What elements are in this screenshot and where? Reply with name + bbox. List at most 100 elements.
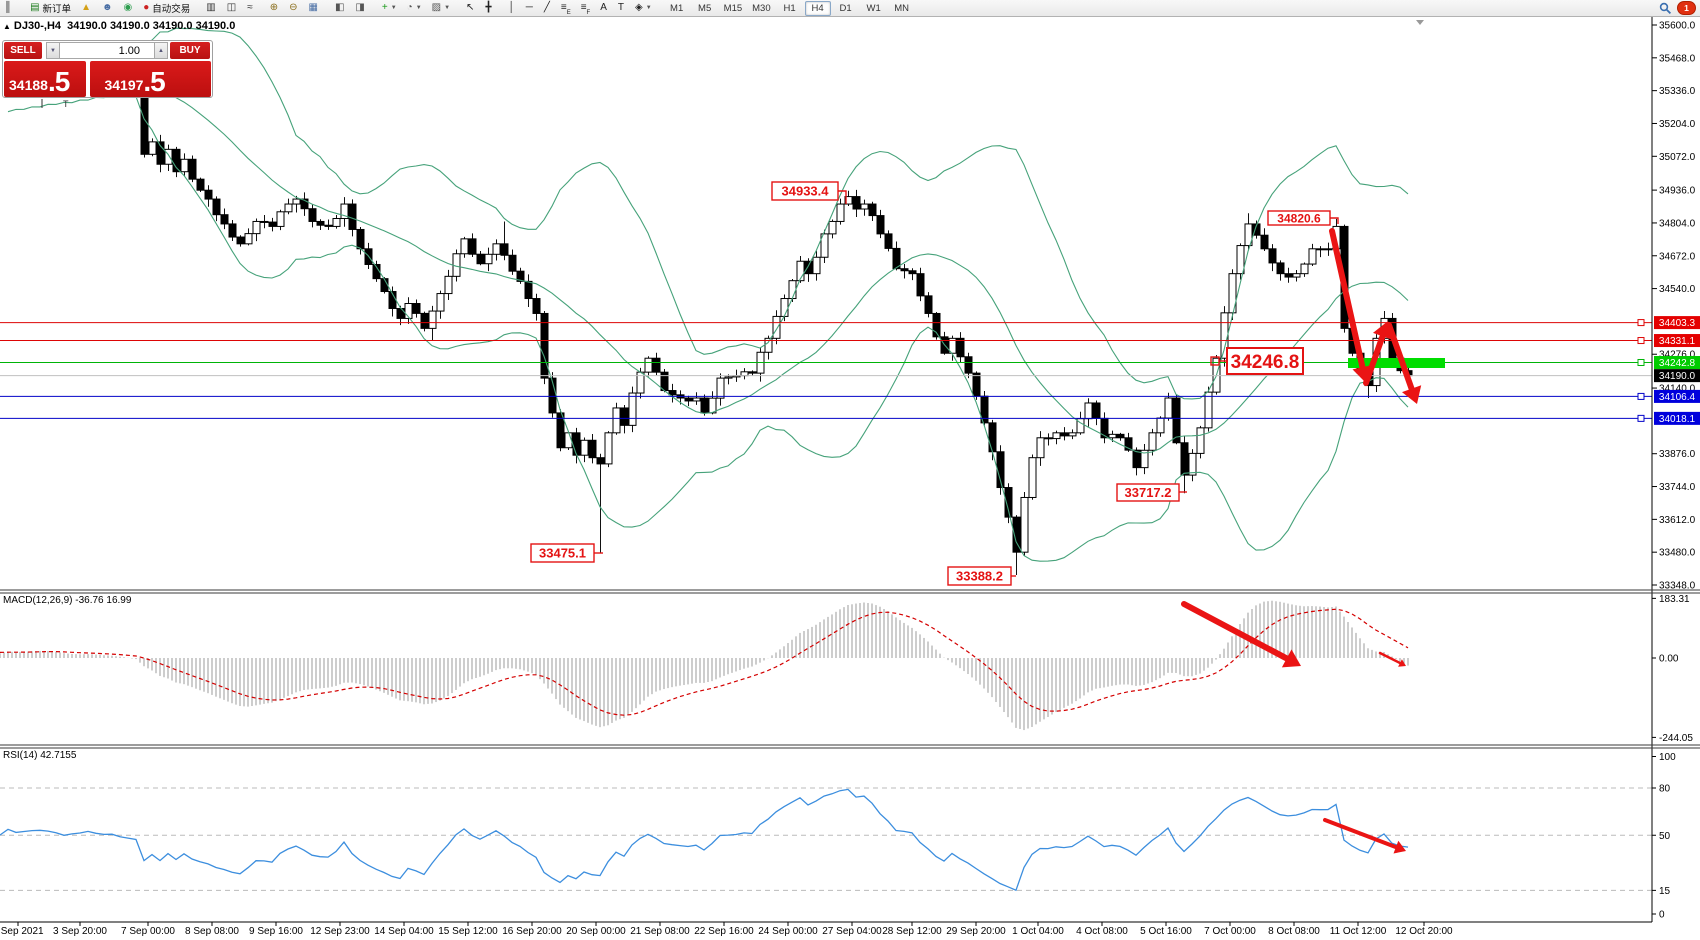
svg-text:-244.05: -244.05 — [1659, 733, 1693, 744]
search-icon[interactable] — [1659, 2, 1672, 15]
svg-text:34018.1: 34018.1 — [1659, 414, 1696, 425]
rsi-panel — [0, 787, 1652, 892]
volume-down-button[interactable]: ▼ — [46, 42, 60, 59]
sell-price-main: 34188 — [9, 77, 48, 93]
price-annotation-label[interactable]: 33475.1 — [530, 543, 603, 563]
volume-input[interactable] — [60, 42, 154, 59]
price-annotation-label[interactable]: 34820.6 — [1267, 210, 1339, 226]
price-badge: 34403.3 — [1654, 316, 1700, 330]
tf-M15[interactable]: M15 — [723, 2, 743, 14]
shapes-tool[interactable]: ◈ ▼ — [635, 2, 652, 13]
svg-text:0: 0 — [1659, 910, 1665, 921]
chart-annotations[interactable]: 34933.4 34820.6 34246.8 33717.2 33475.1 33388… — [530, 181, 1445, 586]
tf-D1[interactable]: D1 — [839, 2, 852, 14]
toolbar: ▌ ▤ 新订单 ▲ ☻ ◉ ● 自动交易 ▥ ◫ ≈ ⊕ ⊖ ▦ ◧ ◨ + ▼ ◔ ▼ ▨ ▼ ↖ ╋ │ ─ ╱ ≡ E ≡ F A T ◈ ▼… — [0, 0, 1700, 17]
symbol-period: DJ30-,H4 — [13, 20, 61, 32]
svg-text:3 Sep 20:00: 3 Sep 20:00 — [53, 926, 107, 937]
tf-M5[interactable]: M5 — [698, 2, 712, 14]
svg-text:8 Sep 08:00: 8 Sep 08:00 — [185, 926, 239, 937]
svg-text:34246.8: 34246.8 — [1231, 352, 1300, 373]
tf-M30[interactable]: M30 — [752, 2, 771, 14]
chart-shift-icon[interactable]: ◨ — [355, 2, 365, 13]
svg-text:34936.0: 34936.0 — [1659, 186, 1696, 197]
text-tool[interactable]: A — [600, 2, 607, 13]
tf-MN[interactable]: MN — [894, 2, 910, 14]
rsi-indicator-label: RSI(14) 42.7155 — [3, 750, 77, 761]
svg-text:28 Sep 12:00: 28 Sep 12:00 — [882, 926, 942, 937]
chart-fragment-icon[interactable]: ▌ — [6, 2, 14, 13]
svg-text:34140.0: 34140.0 — [1659, 384, 1696, 395]
svg-text:12 Oct 20:00: 12 Oct 20:00 — [1395, 926, 1453, 937]
tf-M1[interactable]: M1 — [670, 2, 684, 14]
buy-button[interactable]: BUY — [170, 42, 210, 59]
new-order-button[interactable]: ▤ 新订单 — [30, 2, 72, 16]
quote-ohlc: 34190.0 34190.0 34190.0 34190.0 — [67, 20, 236, 32]
vline-tool[interactable]: │ — [508, 2, 515, 13]
label-tool[interactable]: T — [617, 2, 624, 13]
signal-icon[interactable]: ◉ — [123, 2, 133, 13]
svg-text:80: 80 — [1659, 784, 1671, 795]
channel-tool[interactable]: ≡ E — [560, 2, 571, 16]
svg-text:35468.0: 35468.0 — [1659, 53, 1696, 64]
fibonacci-tool[interactable]: ≡ F — [580, 2, 591, 16]
price-annotation-label[interactable]: 33717.2 — [1116, 483, 1187, 502]
svg-text:33388.2: 33388.2 — [956, 569, 1003, 584]
rsi-line — [0, 788, 1409, 892]
cursor-tool[interactable]: ↖ — [466, 2, 475, 13]
svg-text:35072.0: 35072.0 — [1659, 152, 1696, 163]
sell-price[interactable]: 34188.5 — [4, 61, 87, 97]
svg-text:24 Sep 00:00: 24 Sep 00:00 — [758, 926, 818, 937]
autotrade-button[interactable]: ● 自动交易 — [143, 2, 191, 16]
notification-badge[interactable]: 1 — [1677, 1, 1696, 15]
price-annotation-label[interactable]: 34246.8 — [1210, 347, 1304, 375]
svg-text:34276.0: 34276.0 — [1659, 350, 1696, 361]
crosshair-tool[interactable]: ╋ — [485, 2, 492, 13]
macd-panel — [0, 600, 1409, 731]
line-chart-icon[interactable]: ≈ — [247, 2, 253, 13]
periods-button[interactable]: ◔ ▼ — [406, 2, 422, 13]
hline-tool[interactable]: ─ — [525, 2, 533, 13]
bar-chart-icon[interactable]: ▥ — [206, 2, 216, 13]
svg-text:35336.0: 35336.0 — [1659, 86, 1696, 97]
tf-W1[interactable]: W1 — [866, 2, 881, 14]
zoom-out-icon[interactable]: ⊖ — [289, 2, 298, 13]
svg-text:34106.4: 34106.4 — [1659, 392, 1696, 403]
svg-text:21 Sep 08:00: 21 Sep 08:00 — [630, 926, 690, 937]
macd-signal-line — [0, 608, 1409, 716]
price-badge: 34242.8 — [1654, 355, 1700, 369]
trendline-tool[interactable]: ╱ — [543, 2, 550, 13]
svg-text:0.00: 0.00 — [1659, 654, 1679, 665]
timeframe-buttons: M1 M5 M15 M30 H1 H4 D1 W1 MN — [663, 0, 916, 16]
price-annotation-label[interactable]: 33388.2 — [947, 566, 1016, 586]
svg-text:4 Oct 08:00: 4 Oct 08:00 — [1076, 926, 1128, 937]
svg-text:33348.0: 33348.0 — [1659, 581, 1696, 592]
svg-text:100: 100 — [1659, 752, 1676, 763]
auto-scroll-icon[interactable]: ◧ — [334, 2, 345, 13]
tf-H4[interactable]: H4 — [804, 0, 831, 16]
svg-text:15 Sep 12:00: 15 Sep 12:00 — [438, 926, 498, 937]
tile-windows-icon[interactable]: ▦ — [308, 2, 318, 13]
profile-icon[interactable]: ☻ — [101, 2, 113, 13]
templates-button[interactable]: ▨ ▼ — [431, 2, 451, 13]
price-badge: 34331.1 — [1654, 334, 1700, 348]
buy-price[interactable]: 34197.5 — [90, 61, 211, 97]
svg-text:22 Sep 16:00: 22 Sep 16:00 — [694, 926, 754, 937]
price-badge: 34106.4 — [1654, 389, 1700, 403]
svg-text:35204.0: 35204.0 — [1659, 119, 1696, 130]
candle-chart-icon[interactable]: ◫ — [226, 2, 237, 13]
sell-button[interactable]: SELL — [4, 42, 42, 59]
volume-up-button[interactable]: ▲ — [154, 42, 168, 59]
svg-text:34242.8: 34242.8 — [1659, 358, 1696, 369]
tf-H1[interactable]: H1 — [783, 2, 796, 14]
candles-layer — [12, 61, 1413, 576]
indicators-button[interactable]: + ▼ — [381, 2, 397, 13]
svg-text:12 Sep 23:00: 12 Sep 23:00 — [310, 926, 370, 937]
svg-text:33475.1: 33475.1 — [539, 546, 586, 561]
svg-text:33876.0: 33876.0 — [1659, 449, 1696, 460]
cone-icon[interactable]: ▲ — [81, 2, 91, 13]
bollinger-bands — [7, 27, 1409, 562]
svg-text:35600.0: 35600.0 — [1659, 21, 1696, 32]
zoom-in-icon[interactable]: ⊕ — [269, 2, 279, 13]
price-annotation-label[interactable]: 34933.4 — [771, 181, 847, 204]
